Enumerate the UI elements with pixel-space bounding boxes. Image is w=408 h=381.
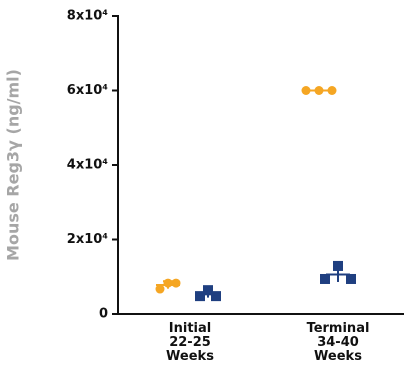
x-tick-label: Initial 22-25 Weeks: [166, 322, 214, 364]
point: [327, 86, 337, 95]
point: [346, 273, 356, 284]
point: [320, 273, 330, 284]
x-tick-group: Initial 22-25 Weeks: [166, 322, 214, 364]
point: [155, 284, 165, 294]
point: [195, 291, 205, 302]
x-tick-label: Terminal 34-40 Weeks: [306, 322, 370, 364]
y-tick-label: 6x10⁴: [67, 83, 109, 98]
y-tick-label: 2x10⁴: [67, 232, 109, 247]
point: [301, 86, 311, 95]
y-tick-label: 4x10⁴: [67, 158, 109, 173]
y-tick-label: 0: [99, 307, 108, 322]
y-tick-label: 8x10⁴: [67, 9, 109, 24]
point: [171, 278, 181, 288]
point: [333, 260, 343, 271]
point: [211, 291, 221, 302]
y-axis-label: Mouse Reg3γ (ng/ml): [4, 69, 23, 261]
x-tick-group: Terminal 34-40 Weeks: [306, 322, 370, 364]
